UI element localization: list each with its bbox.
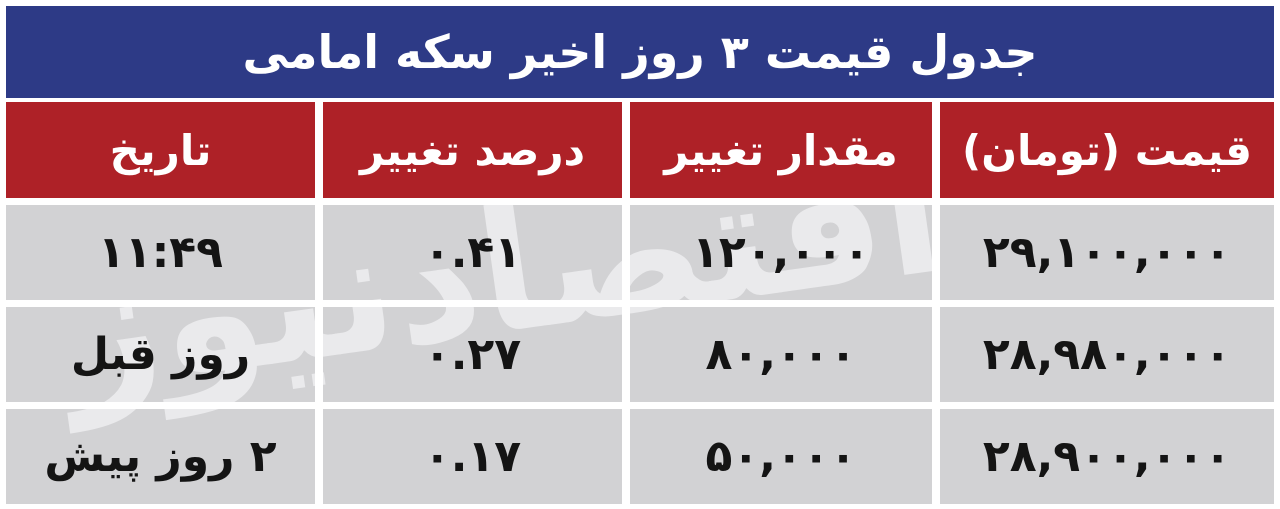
table-title: جدول قیمت ۳ روز اخیر سکه امامی bbox=[242, 25, 1038, 79]
cell-change-amount: ۱۲۰,۰۰۰ bbox=[630, 205, 932, 300]
column-header-date: تاریخ bbox=[6, 102, 315, 198]
date-value: روز قبل bbox=[70, 329, 251, 380]
column-header-change-amount: مقدار تغییر bbox=[630, 102, 932, 198]
date-value: ۲ روز پیش bbox=[44, 431, 277, 482]
column-header-change-percent: درصد تغییر bbox=[323, 102, 622, 198]
table-row: ۲۹,۱۰۰,۰۰۰ ۱۲۰,۰۰۰ ۰.۴۱ ۱۱:۴۹ bbox=[6, 205, 1274, 300]
table-title-bar: جدول قیمت ۳ روز اخیر سکه امامی bbox=[6, 6, 1274, 98]
cell-change-percent: ۰.۴۱ bbox=[323, 205, 622, 300]
price-value: ۲۸,۹۰۰,۰۰۰ bbox=[982, 431, 1232, 482]
change-percent-value: ۰.۲۷ bbox=[423, 329, 522, 380]
table-row: ۲۸,۹۸۰,۰۰۰ ۸۰,۰۰۰ ۰.۲۷ روز قبل bbox=[6, 307, 1274, 402]
column-header-price-label: قیمت (تومان) bbox=[962, 125, 1253, 175]
table-header-row: قیمت (تومان) مقدار تغییر درصد تغییر تاری… bbox=[6, 102, 1274, 198]
cell-price: ۲۸,۹۸۰,۰۰۰ bbox=[940, 307, 1274, 402]
cell-change-percent: ۰.۲۷ bbox=[323, 307, 622, 402]
table-row: ۲۸,۹۰۰,۰۰۰ ۵۰,۰۰۰ ۰.۱۷ ۲ روز پیش bbox=[6, 409, 1274, 504]
cell-date: ۲ روز پیش bbox=[6, 409, 315, 504]
price-value: ۲۹,۱۰۰,۰۰۰ bbox=[982, 227, 1232, 278]
cell-price: ۲۸,۹۰۰,۰۰۰ bbox=[940, 409, 1274, 504]
cell-change-amount: ۵۰,۰۰۰ bbox=[630, 409, 932, 504]
change-percent-value: ۰.۴۱ bbox=[423, 227, 522, 278]
column-header-change-percent-label: درصد تغییر bbox=[359, 125, 586, 175]
change-percent-value: ۰.۱۷ bbox=[423, 431, 522, 482]
column-header-date-label: تاریخ bbox=[109, 125, 212, 175]
cell-date: ۱۱:۴۹ bbox=[6, 205, 315, 300]
cell-change-amount: ۸۰,۰۰۰ bbox=[630, 307, 932, 402]
cell-price: ۲۹,۱۰۰,۰۰۰ bbox=[940, 205, 1274, 300]
price-value: ۲۸,۹۸۰,۰۰۰ bbox=[982, 329, 1232, 380]
date-value: ۱۱:۴۹ bbox=[97, 227, 224, 278]
column-header-price: قیمت (تومان) bbox=[940, 102, 1274, 198]
change-amount-value: ۵۰,۰۰۰ bbox=[705, 431, 857, 482]
column-header-change-amount-label: مقدار تغییر bbox=[664, 125, 898, 175]
price-table: جدول قیمت ۳ روز اخیر سکه امامی قیمت (توم… bbox=[6, 6, 1274, 504]
cell-date: روز قبل bbox=[6, 307, 315, 402]
change-amount-value: ۱۲۰,۰۰۰ bbox=[692, 227, 870, 278]
cell-change-percent: ۰.۱۷ bbox=[323, 409, 622, 504]
change-amount-value: ۸۰,۰۰۰ bbox=[705, 329, 857, 380]
table-body: اقتصادنیوز ۲۹,۱۰۰,۰۰۰ ۱۲۰,۰۰۰ ۰.۴۱ ۱۱:۴۹… bbox=[6, 205, 1274, 504]
